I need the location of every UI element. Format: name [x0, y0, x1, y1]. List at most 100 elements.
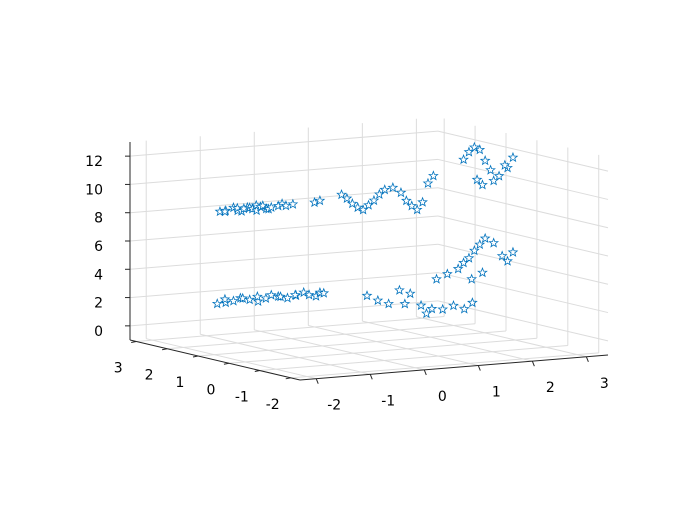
data-point — [289, 289, 301, 300]
data-point — [287, 198, 299, 209]
x-axis — [299, 354, 609, 381]
data-point — [431, 273, 442, 284]
data-point — [361, 290, 373, 301]
data-point — [452, 263, 464, 274]
y-tick — [161, 348, 168, 351]
grid-line — [146, 338, 317, 380]
data-point — [479, 155, 491, 166]
grid-line — [308, 325, 479, 367]
y-tick — [285, 377, 291, 380]
data-point — [448, 300, 459, 311]
y-tick-label: -2 — [266, 397, 280, 413]
x-tick-label: 1 — [492, 385, 501, 401]
data-point — [471, 174, 483, 185]
grid-line — [259, 345, 568, 372]
data-point — [415, 299, 427, 311]
data-point — [474, 238, 486, 250]
data-point — [395, 187, 407, 198]
data-point — [244, 294, 256, 305]
x-tick — [531, 360, 535, 367]
data-point — [228, 295, 239, 306]
data-point — [314, 195, 326, 206]
y-tick — [254, 370, 260, 373]
data-point — [372, 294, 384, 306]
grid-line — [129, 215, 439, 242]
x-tick-label: 2 — [546, 380, 555, 396]
y-tick-label: -1 — [235, 390, 249, 406]
x-tick — [369, 374, 373, 380]
grid-line — [129, 272, 439, 299]
grid-line — [197, 330, 507, 357]
grid-line — [129, 158, 439, 185]
data-point — [477, 179, 488, 190]
grid-line — [200, 333, 371, 375]
z-tick-label: 12 — [85, 154, 103, 170]
grid-line — [136, 315, 445, 342]
data-point — [400, 195, 412, 206]
data-point — [318, 287, 330, 298]
grid-line — [437, 158, 609, 200]
x-tick-label: -2 — [327, 398, 341, 414]
x-tick — [315, 378, 319, 384]
data-point — [399, 298, 411, 309]
data-point — [275, 291, 286, 302]
data-point — [477, 266, 488, 278]
grid-line — [437, 215, 609, 257]
data-point — [488, 175, 500, 186]
data-point — [422, 177, 434, 188]
data-point — [468, 141, 480, 152]
z-tick-label: 4 — [94, 267, 103, 283]
y-tick-label: 1 — [176, 375, 185, 391]
data-point — [437, 303, 449, 314]
z-tick-label: 8 — [94, 211, 103, 227]
data-point — [219, 205, 231, 217]
data-point — [404, 287, 416, 299]
data-point — [428, 170, 439, 181]
grid-line — [254, 329, 425, 371]
y-axis — [129, 339, 301, 381]
data-point — [467, 297, 478, 308]
data-point — [488, 237, 500, 248]
data-point — [458, 303, 470, 314]
grid-line — [167, 323, 476, 350]
data-point — [257, 200, 269, 211]
data-point — [368, 194, 380, 206]
grid-line — [228, 337, 537, 364]
data-point — [352, 201, 364, 213]
data-point — [280, 200, 292, 211]
data-point — [265, 201, 277, 213]
y-tick-label: 0 — [206, 382, 215, 398]
data-point — [441, 268, 453, 279]
z-tick-label: 2 — [94, 296, 103, 312]
y-tick-label: 3 — [114, 360, 123, 376]
y-tick — [223, 362, 230, 365]
data-point — [406, 200, 418, 211]
data-point — [298, 286, 310, 298]
x-tick-label: 3 — [600, 376, 609, 392]
data-point — [485, 164, 496, 175]
data-point — [468, 245, 480, 256]
data-point — [474, 144, 486, 155]
grid-line — [437, 272, 609, 314]
data-point — [237, 292, 249, 303]
data-point — [479, 232, 491, 244]
data-point — [411, 204, 423, 215]
grid-line — [437, 130, 609, 172]
data-point — [421, 307, 432, 319]
data-point — [252, 291, 263, 302]
data-point — [219, 293, 231, 304]
data-point — [463, 252, 475, 263]
grid-line — [290, 352, 599, 379]
y-tick — [192, 355, 199, 358]
data-point — [499, 159, 511, 170]
x-tick-label: -1 — [381, 393, 395, 409]
data-point — [346, 198, 358, 209]
data-point — [507, 151, 519, 163]
z-tick-label: 0 — [94, 324, 103, 340]
data-point — [496, 250, 508, 261]
x-tick — [585, 356, 589, 362]
data-point — [507, 246, 519, 257]
data-point — [265, 289, 277, 300]
